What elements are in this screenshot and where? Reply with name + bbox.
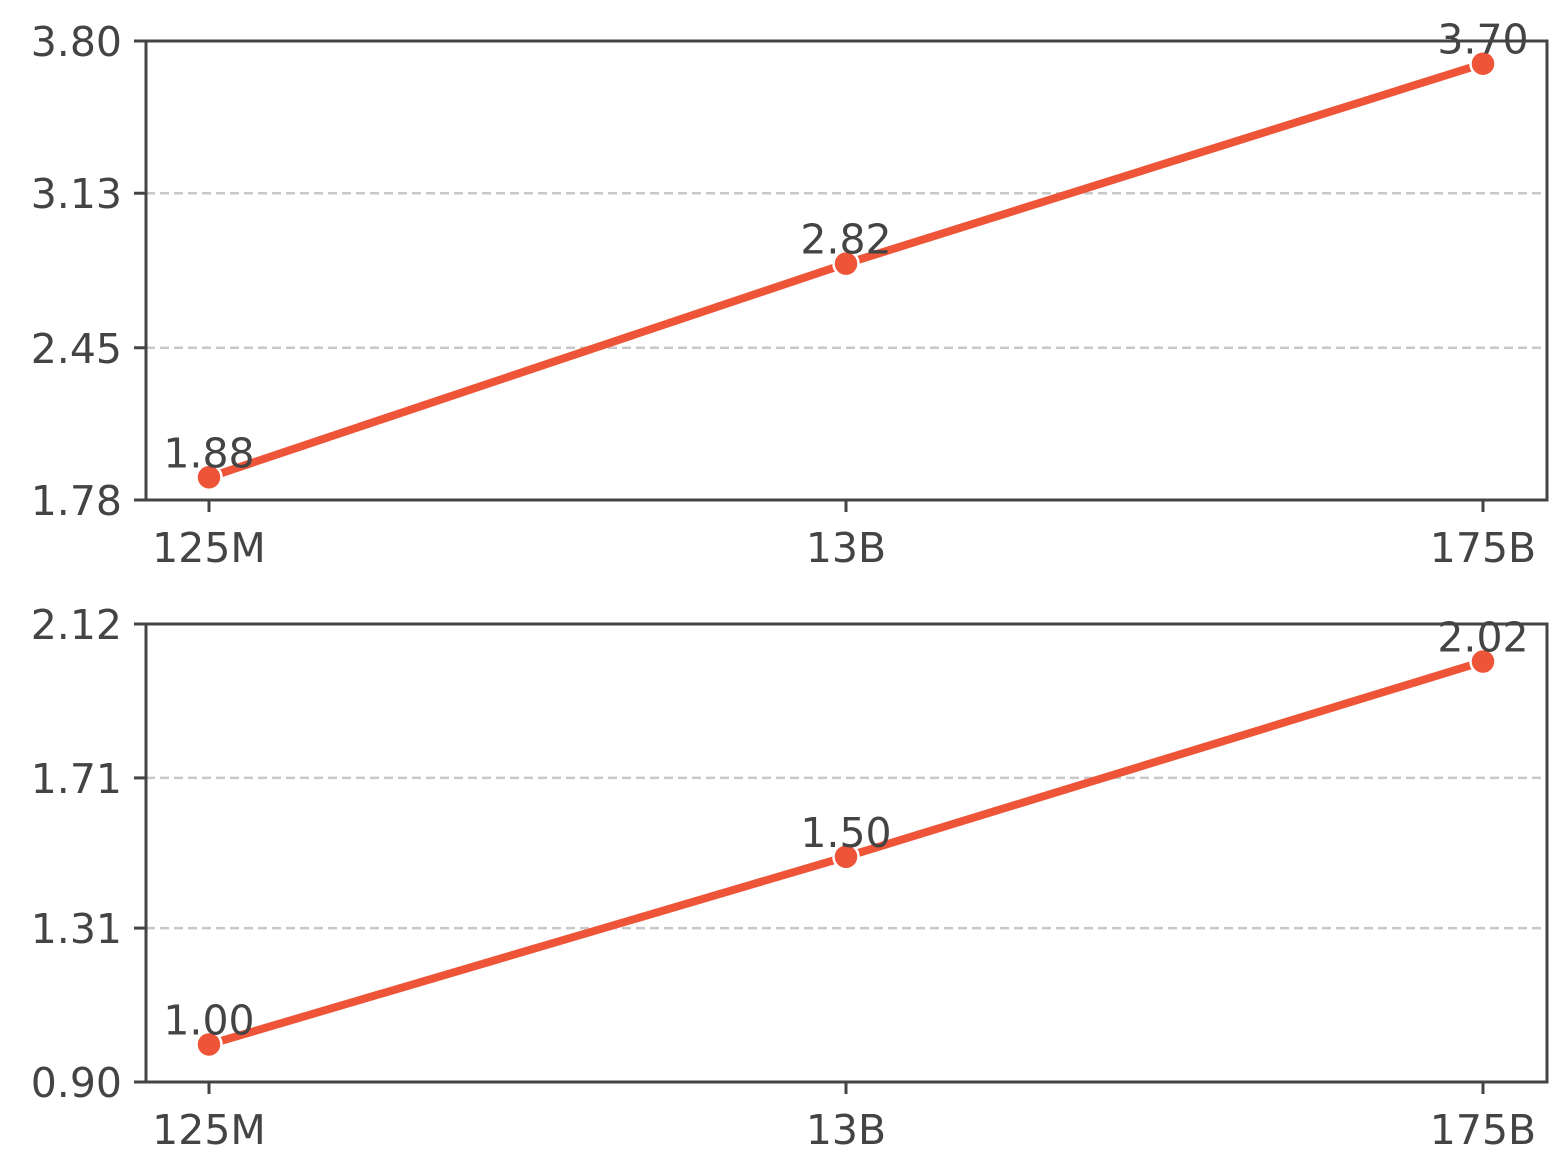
x-tick-label: 13B: [806, 524, 886, 572]
x-tick-label: 13B: [806, 1106, 886, 1154]
y-tick-label: 3.80: [31, 18, 122, 66]
y-tick-label: 1.71: [31, 755, 122, 803]
chart-panel-1: 1.78 2.45 3.13 3.80 125M 13B 175B 1.88 2.82 3.70: [31, 16, 1549, 572]
y-tick-label: 2.12: [31, 601, 122, 649]
data-label: 2.02: [1437, 614, 1528, 662]
data-label: 2.82: [800, 216, 891, 264]
y-tick-label: 2.45: [31, 325, 122, 373]
data-label: 1.50: [800, 809, 891, 857]
data-label: 1.88: [163, 429, 254, 477]
data-point: [1469, 647, 1497, 676]
chart-panel-2: 0.90 1.31 1.71 2.12 125M 13B 175B 1.00 1.50 2.02: [31, 601, 1549, 1154]
x-tick-label: 175B: [1430, 524, 1536, 572]
x-tick-label: 125M: [152, 1106, 266, 1154]
data-point: [1469, 49, 1497, 78]
y-tick-label: 0.90: [31, 1059, 122, 1107]
y-tick-label: 1.31: [31, 905, 122, 953]
data-point: [832, 249, 860, 278]
data-label: 1.00: [163, 996, 254, 1044]
y-tick-label: 3.13: [31, 170, 122, 218]
y-tick-label: 1.78: [31, 477, 122, 525]
x-tick-label: 125M: [152, 524, 266, 572]
data-point: [195, 1030, 223, 1059]
data-point: [195, 463, 223, 492]
data-label: 3.70: [1437, 16, 1528, 64]
x-tick-label: 175B: [1430, 1106, 1536, 1154]
data-point: [832, 843, 860, 871]
